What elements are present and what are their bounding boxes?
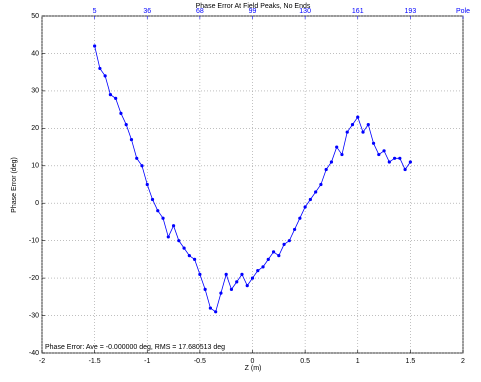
data-point bbox=[329, 160, 334, 164]
top-tick-label: 36 bbox=[143, 8, 151, 15]
data-point bbox=[308, 197, 312, 202]
data-point bbox=[166, 235, 170, 239]
chart-title: Phase Error At Field Peaks, No Ends bbox=[196, 3, 311, 10]
data-point bbox=[387, 160, 391, 164]
data-point bbox=[214, 310, 218, 314]
annotation: Phase Error: Ave = -0.000000 deg, RMS = … bbox=[45, 344, 225, 351]
data-point bbox=[150, 197, 155, 202]
data-point bbox=[282, 242, 286, 247]
data-point bbox=[171, 224, 176, 228]
data-point bbox=[361, 130, 365, 134]
x-tick-label: -2 bbox=[39, 358, 45, 365]
data-point bbox=[303, 205, 307, 209]
y-tick-label: -40 bbox=[29, 350, 39, 357]
y-tick-label: -20 bbox=[29, 275, 39, 282]
data-point bbox=[261, 265, 265, 269]
data-point bbox=[208, 306, 212, 310]
data-point bbox=[114, 96, 118, 100]
data-point bbox=[345, 130, 349, 134]
y-tick-label: 40 bbox=[31, 50, 39, 57]
data-point bbox=[240, 272, 244, 276]
data-point bbox=[319, 182, 323, 187]
top-tick-label: Pole bbox=[456, 8, 470, 15]
y-tick-label: 50 bbox=[31, 13, 39, 20]
data-point bbox=[229, 287, 234, 291]
data-point bbox=[224, 272, 228, 276]
x-tick-label: 2 bbox=[461, 358, 465, 365]
top-tick-label: 130 bbox=[299, 8, 311, 15]
y-tick-label: 30 bbox=[31, 88, 39, 95]
data-point bbox=[193, 257, 197, 261]
x-tick-label: 0.5 bbox=[300, 358, 310, 365]
data-point bbox=[161, 216, 165, 220]
data-point bbox=[371, 141, 376, 145]
top-tick-label: 193 bbox=[405, 8, 417, 15]
data-point bbox=[108, 93, 113, 97]
data-point bbox=[177, 239, 181, 243]
data-point bbox=[235, 280, 239, 284]
y-tick-label: 10 bbox=[31, 163, 39, 170]
data-point bbox=[398, 156, 402, 160]
data-point bbox=[271, 250, 276, 254]
top-tick-label: 161 bbox=[352, 8, 364, 15]
data-point bbox=[250, 276, 255, 280]
data-point bbox=[340, 152, 344, 157]
data-point bbox=[377, 152, 381, 157]
data-point bbox=[324, 167, 328, 172]
data-point bbox=[366, 122, 370, 127]
data-point bbox=[298, 216, 302, 220]
top-tick-label: 99 bbox=[249, 8, 257, 15]
data-point bbox=[266, 257, 270, 261]
data-point bbox=[140, 164, 144, 168]
data-point bbox=[392, 156, 397, 160]
data-point bbox=[382, 149, 386, 153]
x-tick-label: -1 bbox=[144, 358, 150, 365]
x-tick-label: -0.5 bbox=[194, 358, 206, 365]
data-point bbox=[182, 246, 186, 250]
data-point bbox=[314, 190, 318, 194]
data-point bbox=[219, 291, 223, 295]
data-point bbox=[256, 269, 260, 273]
data-point bbox=[145, 182, 149, 187]
data-point bbox=[156, 209, 160, 213]
y-tick-label: 0 bbox=[35, 200, 39, 207]
data-point bbox=[103, 74, 107, 78]
data-point bbox=[350, 122, 355, 127]
data-point bbox=[187, 254, 191, 258]
data-point bbox=[335, 145, 339, 149]
data-point bbox=[203, 287, 207, 291]
y-axis-label: Phase Error (deg) bbox=[11, 157, 18, 213]
data-point bbox=[293, 227, 297, 232]
data-point bbox=[98, 66, 102, 71]
data-point bbox=[356, 115, 360, 119]
data-point bbox=[198, 272, 202, 276]
data-point bbox=[124, 122, 128, 127]
data-point bbox=[403, 167, 407, 172]
data-point bbox=[135, 156, 139, 160]
data-point bbox=[277, 254, 281, 258]
y-tick-label: -30 bbox=[29, 312, 39, 319]
x-tick-label: 1 bbox=[356, 358, 360, 365]
data-point bbox=[93, 44, 97, 48]
data-point bbox=[287, 239, 291, 243]
x-tick-label: 0 bbox=[251, 358, 255, 365]
x-axis-label: Z (m) bbox=[245, 365, 262, 372]
y-tick-label: -10 bbox=[29, 238, 39, 245]
data-point bbox=[119, 111, 123, 115]
x-tick-label: 1.5 bbox=[406, 358, 416, 365]
x-tick-label: -1.5 bbox=[89, 358, 101, 365]
data-point bbox=[245, 284, 249, 288]
y-tick-label: 20 bbox=[31, 125, 39, 132]
data-point bbox=[408, 160, 412, 164]
top-tick-label: 68 bbox=[196, 8, 204, 15]
data-point bbox=[129, 137, 134, 142]
top-tick-label: 5 bbox=[93, 8, 97, 15]
